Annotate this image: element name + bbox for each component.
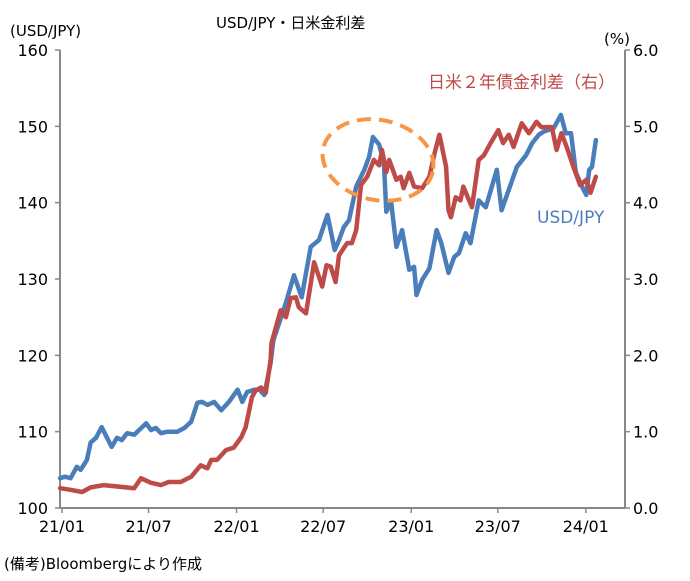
right-tick-label: 0.0: [633, 499, 658, 518]
right-tick-label: 2.0: [633, 346, 658, 365]
legend-rate-spread: 日米２年債金利差（右）: [428, 73, 615, 93]
legend-usdjpy: USD/JPY: [537, 208, 605, 228]
right-tick-label: 6.0: [633, 41, 658, 60]
right-tick-label: 3.0: [633, 270, 658, 289]
rate-spread-line: [57, 119, 599, 495]
left-tick-label: 160: [17, 41, 48, 60]
x-tick-label: 21/01: [39, 517, 85, 536]
left-tick-label: 120: [17, 346, 48, 365]
right-tick-label: 4.0: [633, 194, 658, 213]
left-tick-label: 130: [17, 270, 48, 289]
highlight-ellipse: [320, 117, 436, 203]
x-tick-label: 22/01: [214, 517, 260, 536]
x-tick-label: 23/07: [475, 517, 521, 536]
left-tick-label: 100: [17, 499, 48, 518]
x-tick-label: 22/07: [300, 517, 346, 536]
left-tick-label: 110: [17, 423, 48, 442]
left-axis-label: (USD/JPY): [10, 22, 82, 40]
x-tick-label: 24/01: [563, 517, 609, 536]
chart-title: USD/JPY・日米金利差: [216, 14, 366, 32]
left-tick-label: 140: [17, 194, 48, 213]
right-axis-label: (%): [604, 30, 630, 48]
right-tick-label: 1.0: [633, 423, 658, 442]
usdjpy-line: [57, 112, 599, 481]
right-tick-label: 5.0: [633, 117, 658, 136]
x-tick-label: 21/07: [126, 517, 172, 536]
left-tick-label: 150: [17, 117, 48, 136]
footnote: (備考)Bloombergにより作成: [4, 555, 203, 573]
x-tick-label: 23/01: [388, 517, 434, 536]
